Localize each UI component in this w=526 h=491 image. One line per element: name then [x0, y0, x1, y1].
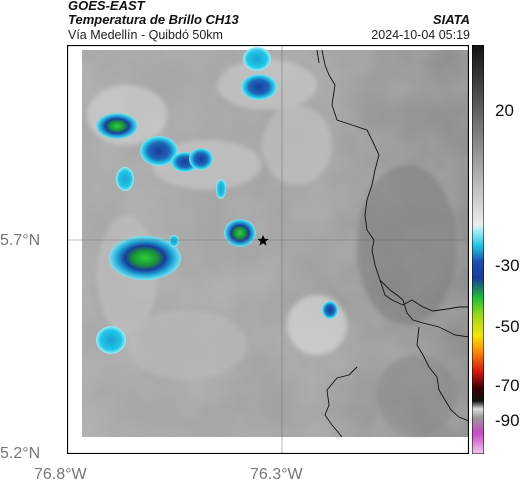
- cloud-tops: [96, 47, 338, 354]
- map-border: [67, 45, 469, 454]
- location-star-icon: [257, 235, 269, 246]
- lat-tick-5-7: 5.7°N: [0, 232, 41, 249]
- colorbar-tick-minus70: -70: [495, 376, 520, 395]
- organization-label: SIATA: [432, 12, 470, 27]
- colorbar-tick-minus30: -30: [495, 256, 520, 275]
- colorbar-tick-20: 20: [495, 101, 514, 120]
- brightness-temperature-map: [67, 45, 469, 454]
- border-lines: [316, 49, 469, 438]
- lat-tick-5-2: 5.2°N: [0, 445, 41, 462]
- lon-tick-76-8: 76.8°W: [34, 466, 87, 483]
- datetime-label: 2024-10-04 05:19: [371, 28, 470, 42]
- satellite-title: GOES-EAST: [68, 0, 145, 13]
- colorbar-tick-minus90: -90: [495, 411, 520, 430]
- lon-tick-76-3: 76.3°W: [250, 466, 303, 483]
- colorbar-tick-minus50: -50: [495, 317, 520, 336]
- product-title: Temperatura de Brillo CH13: [68, 12, 239, 27]
- route-subtitle: Vía Medellín - Quibdó 50km: [68, 28, 223, 42]
- graticule: [67, 45, 469, 454]
- colorbar: [472, 45, 484, 454]
